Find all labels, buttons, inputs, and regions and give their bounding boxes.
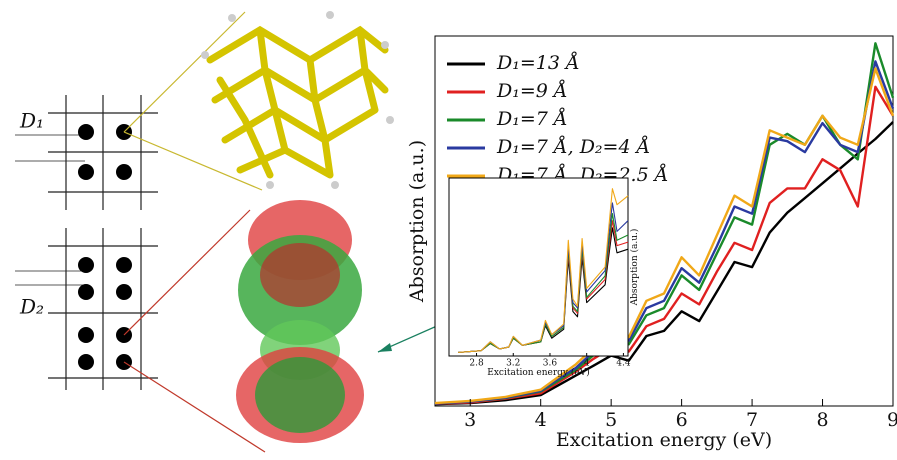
x-tick-label: 2.8 (469, 359, 484, 369)
crystal (210, 30, 385, 175)
x-tick-label: 5 (605, 409, 617, 431)
figure: D₁ D₂ 3 4 5 6 7 8 9 Excitation energy (eV) Absor… (0, 0, 897, 456)
arrow-head (378, 343, 392, 352)
x-tick-label: 6 (676, 409, 688, 431)
x-tick-label: 4 (535, 409, 547, 431)
x-tick-label: 7 (746, 409, 758, 431)
y-axis-label: Absorption (a.u.) (406, 140, 428, 303)
x-tick-label: 8 (816, 409, 828, 431)
x-axis-label: Excitation energy (eV) (487, 367, 589, 378)
legend-label: D₁=7 Å, D₂=4 Å (496, 136, 650, 158)
legend-label: D₁=13 Å (496, 52, 580, 74)
d2-label: D₂ (19, 295, 44, 319)
x-axis-label: Excitation energy (eV) (556, 429, 772, 451)
y-axis-label: Absorption (a.u.) (629, 229, 640, 307)
d1-label: D₁ (19, 109, 44, 133)
orbital (236, 200, 364, 443)
plot-area (449, 178, 628, 356)
x-tick-label: 3 (464, 409, 476, 431)
legend-label: D₁=9 Å (496, 80, 568, 102)
x-tick-label: 9 (887, 409, 897, 431)
legend-label: D₁=7 Å (496, 108, 568, 130)
x-tick-label: 4.4 (616, 359, 631, 369)
dots (78, 124, 132, 370)
